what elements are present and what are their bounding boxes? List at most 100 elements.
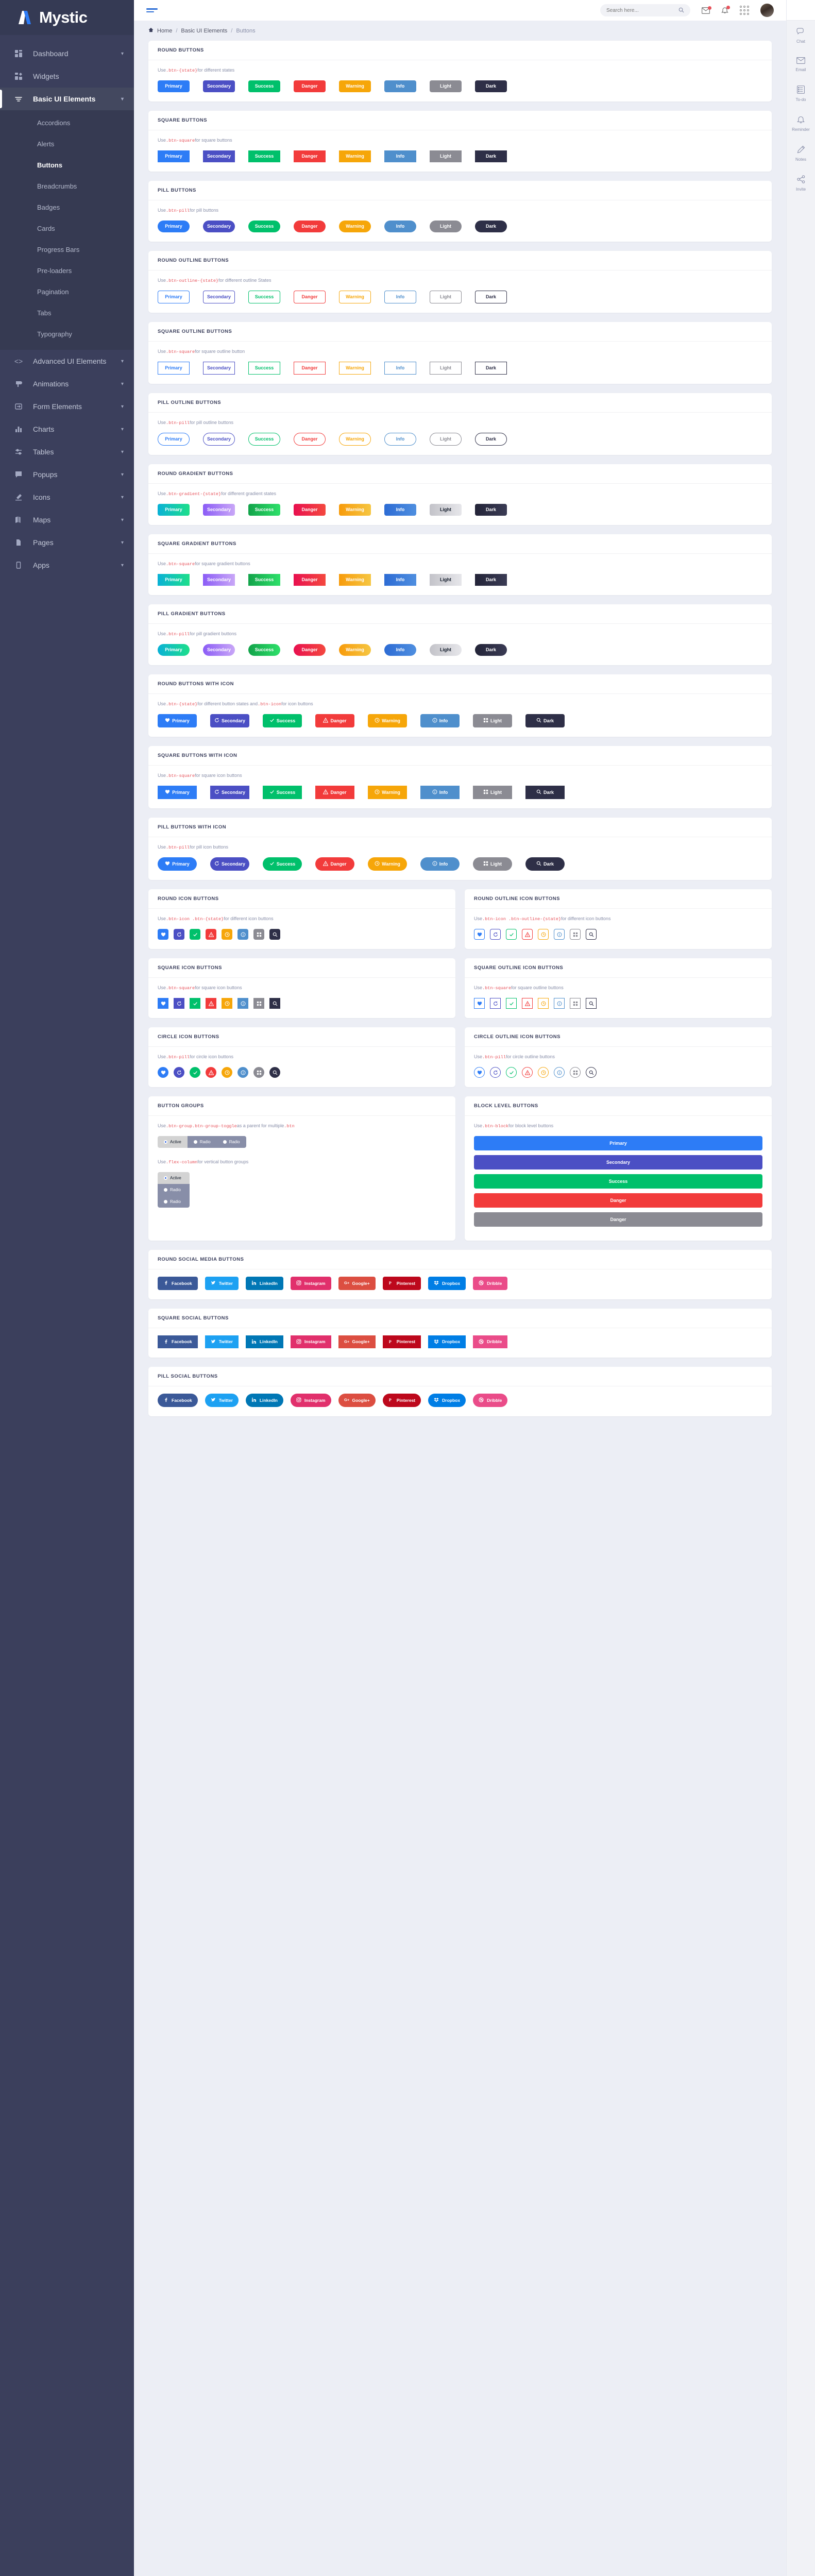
icon-button-primary[interactable] xyxy=(474,998,485,1009)
button-secondary[interactable]: Secondary xyxy=(203,150,235,162)
sidebar-subitem-cards[interactable]: Cards xyxy=(37,225,55,232)
button-group-option[interactable]: Active xyxy=(158,1172,190,1184)
social-button-facebook[interactable]: Facebook xyxy=(158,1277,198,1290)
button-warning[interactable]: Warning xyxy=(339,574,371,586)
button-danger[interactable]: Danger xyxy=(294,291,326,303)
icon-button-success[interactable] xyxy=(190,998,200,1009)
sidebar-subitem-typography[interactable]: Typography xyxy=(37,330,72,338)
icon-button-info[interactable] xyxy=(237,998,248,1009)
icon-button-secondary[interactable] xyxy=(174,1067,184,1078)
button-group-option[interactable]: Radio xyxy=(187,1136,217,1148)
sidebar-item-pages[interactable]: Pages ▾ xyxy=(0,531,134,554)
button-info[interactable]: Info xyxy=(384,574,416,586)
icon-button-success[interactable] xyxy=(506,998,517,1009)
button-danger[interactable]: Danger xyxy=(315,857,354,871)
button-secondary[interactable]: Secondary xyxy=(203,80,235,92)
button-info[interactable]: Info xyxy=(384,362,416,375)
sidebar-item-basic-ui-elements[interactable]: Basic UI Elements ▾ xyxy=(0,88,134,110)
icon-button-secondary[interactable] xyxy=(174,998,184,1009)
button-secondary[interactable]: Secondary xyxy=(210,714,249,727)
button-info[interactable]: Info xyxy=(384,291,416,303)
social-button-twitter[interactable]: Twitter xyxy=(205,1394,239,1407)
button-secondary[interactable]: Secondary xyxy=(203,221,235,232)
button-info[interactable]: Info xyxy=(384,644,416,656)
block-button-success[interactable]: Success xyxy=(474,1174,762,1189)
button-info[interactable]: Info xyxy=(420,786,460,799)
rail-item-invite[interactable]: Invite xyxy=(787,168,815,198)
button-secondary[interactable]: Secondary xyxy=(203,433,235,446)
bell-icon[interactable] xyxy=(721,5,730,14)
button-dark[interactable]: Dark xyxy=(475,291,507,303)
breadcrumb-section[interactable]: Basic UI Elements xyxy=(181,27,228,34)
block-button-light[interactable]: Danger xyxy=(474,1212,762,1227)
button-secondary[interactable]: Secondary xyxy=(210,857,249,871)
icon-button-success[interactable] xyxy=(506,929,517,940)
icon-button-secondary[interactable] xyxy=(490,1067,501,1078)
sidebar-subitem-pre-loaders[interactable]: Pre-loaders xyxy=(37,267,72,275)
social-button-dribbble[interactable]: Dribble xyxy=(473,1394,508,1407)
sidebar-subitem-pagination[interactable]: Pagination xyxy=(37,288,69,296)
sidebar-item-widgets[interactable]: Widgets xyxy=(0,65,134,88)
button-warning[interactable]: Warning xyxy=(339,433,371,446)
social-button-linkedin[interactable]: LinkedIn xyxy=(245,1394,283,1407)
icon-button-info[interactable] xyxy=(237,929,248,940)
button-warning[interactable]: Warning xyxy=(339,291,371,303)
icon-button-danger[interactable] xyxy=(206,998,216,1009)
icon-button-warning[interactable] xyxy=(538,1067,549,1078)
button-light[interactable]: Light xyxy=(430,221,462,232)
sidebar-subitem-badges[interactable]: Badges xyxy=(37,204,60,211)
button-success[interactable]: Success xyxy=(263,857,302,871)
icon-button-info[interactable] xyxy=(237,1067,248,1078)
button-warning[interactable]: Warning xyxy=(339,80,371,92)
button-danger[interactable]: Danger xyxy=(294,504,326,516)
icon-button-warning[interactable] xyxy=(538,998,549,1009)
icon-button-primary[interactable] xyxy=(474,929,485,940)
button-danger[interactable]: Danger xyxy=(315,786,354,799)
button-secondary[interactable]: Secondary xyxy=(203,291,235,303)
icon-button-danger[interactable] xyxy=(206,929,216,940)
social-button-instagram[interactable]: Instagram xyxy=(290,1394,331,1407)
button-primary[interactable]: Primary xyxy=(158,714,197,727)
button-group-option[interactable]: Active xyxy=(158,1136,188,1148)
button-group-option[interactable]: Radio xyxy=(216,1136,246,1148)
button-group-option[interactable]: Radio xyxy=(158,1196,190,1208)
button-dark[interactable]: Dark xyxy=(475,433,507,446)
social-button-dropbox[interactable]: Dropbox xyxy=(428,1335,466,1348)
icon-button-warning[interactable] xyxy=(538,929,549,940)
button-info[interactable]: Info xyxy=(384,433,416,446)
sidebar-subitem-buttons[interactable]: Buttons xyxy=(37,161,63,169)
button-danger[interactable]: Danger xyxy=(294,221,326,232)
mail-icon[interactable] xyxy=(702,6,711,14)
icon-button-warning[interactable] xyxy=(222,929,232,940)
button-primary[interactable]: Primary xyxy=(158,857,197,871)
button-group-option[interactable]: Radio xyxy=(158,1184,190,1196)
button-primary[interactable]: Primary xyxy=(158,150,190,162)
button-primary[interactable]: Primary xyxy=(158,433,190,446)
icon-button-danger[interactable] xyxy=(522,998,533,1009)
button-danger[interactable]: Danger xyxy=(294,574,326,586)
search-box[interactable] xyxy=(600,4,690,16)
button-info[interactable]: Info xyxy=(420,714,460,727)
sidebar-item-popups[interactable]: Popups ▾ xyxy=(0,463,134,486)
button-warning[interactable]: Warning xyxy=(368,786,407,799)
hamburger-icon[interactable] xyxy=(146,8,158,12)
button-primary[interactable]: Primary xyxy=(158,644,190,656)
block-button-secondary[interactable]: Secondary xyxy=(474,1155,762,1170)
button-warning[interactable]: Warning xyxy=(368,714,407,727)
icon-button-primary[interactable] xyxy=(474,1067,485,1078)
button-success[interactable]: Success xyxy=(248,504,280,516)
button-light[interactable]: Light xyxy=(430,150,462,162)
button-light[interactable]: Light xyxy=(473,857,512,871)
social-button-pinterest[interactable]: P Pinterest xyxy=(382,1394,421,1407)
icon-button-dark[interactable] xyxy=(269,929,280,940)
button-dark[interactable]: Dark xyxy=(475,150,507,162)
button-secondary[interactable]: Secondary xyxy=(203,504,235,516)
social-button-instagram[interactable]: Instagram xyxy=(290,1277,331,1290)
breadcrumb-home[interactable]: Home xyxy=(157,27,173,34)
sidebar-item-tables[interactable]: Tables ▾ xyxy=(0,440,134,463)
icon-button-dark[interactable] xyxy=(269,998,280,1009)
button-primary[interactable]: Primary xyxy=(158,291,190,303)
social-button-dribbble[interactable]: Dribble xyxy=(473,1277,508,1290)
search-input[interactable] xyxy=(606,7,675,13)
icon-button-dark[interactable] xyxy=(586,929,597,940)
